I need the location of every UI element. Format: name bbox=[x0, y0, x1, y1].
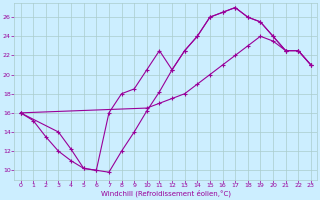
X-axis label: Windchill (Refroidissement éolien,°C): Windchill (Refroidissement éolien,°C) bbox=[101, 190, 231, 197]
